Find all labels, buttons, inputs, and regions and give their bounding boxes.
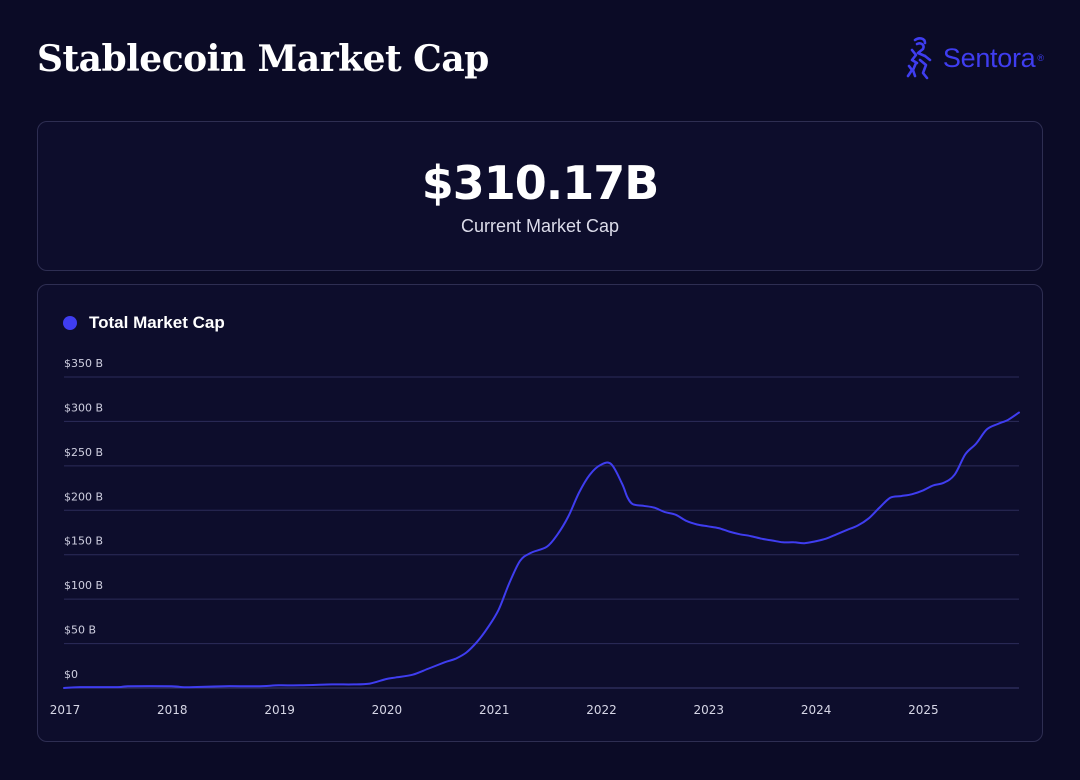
goat-logo-icon <box>906 37 932 80</box>
current-market-cap-card: $310.17B Current Market Cap <box>37 121 1043 271</box>
x-tick-label: 2022 <box>586 703 617 717</box>
x-tick-label: 2019 <box>264 703 295 717</box>
legend-label: Total Market Cap <box>89 313 225 332</box>
x-tick-label: 2017 <box>50 703 81 717</box>
y-tick-label: $100 B <box>64 579 103 592</box>
brand-logo[interactable]: Sentora ® <box>903 36 1044 80</box>
y-tick-label: $350 B <box>64 357 103 370</box>
y-tick-label: $300 B <box>64 401 103 414</box>
x-tick-label: 2020 <box>372 703 403 717</box>
page-title: Stablecoin Market Cap <box>37 38 489 80</box>
legend-swatch <box>63 316 77 330</box>
y-tick-label: $50 B <box>64 624 96 637</box>
x-tick-label: 2023 <box>694 703 725 717</box>
chart-card: Total Market Cap $0 $50 B $100 B $150 B $200… <box>37 284 1043 742</box>
x-tick-label: 2021 <box>479 703 510 717</box>
y-tick-label: $200 B <box>64 490 103 503</box>
x-tick-label: 2024 <box>801 703 832 717</box>
market-cap-value: $310.17B <box>421 156 660 210</box>
series-line-total-market-cap[interactable] <box>63 411 1020 689</box>
registered-mark: ® <box>1037 53 1044 63</box>
brand-name: Sentora <box>942 42 1036 73</box>
chart-legend[interactable]: Total Market Cap <box>63 313 225 333</box>
x-tick-label: 2018 <box>157 703 188 717</box>
y-tick-label: $250 B <box>64 446 103 459</box>
y-tick-label: $150 B <box>64 535 103 548</box>
market-cap-line-chart[interactable]: $0 $50 B $100 B $150 B $200 B $250 B $300 B $35… <box>38 285 1042 741</box>
market-cap-label: Current Market Cap <box>460 216 620 236</box>
y-tick-label: $0 <box>64 668 78 681</box>
x-tick-label: 2025 <box>908 703 939 717</box>
